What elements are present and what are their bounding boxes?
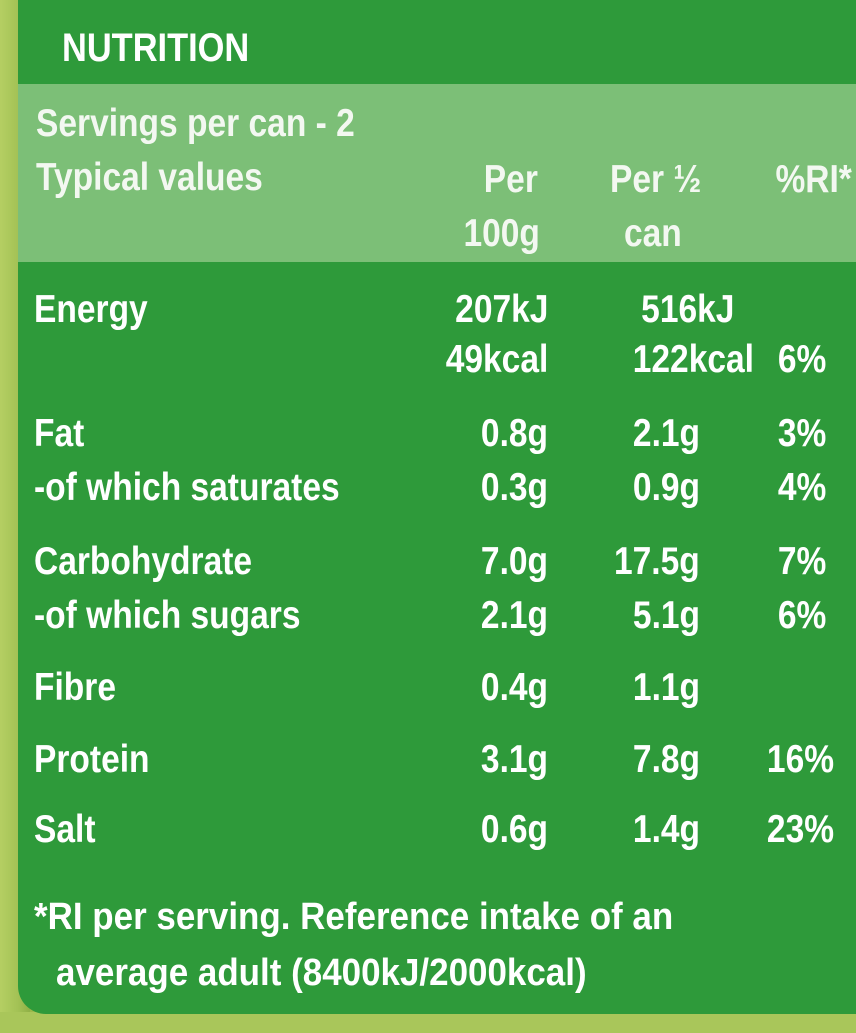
row-fat-per100: 0.8g <box>480 412 548 455</box>
panel-title: NUTRITION <box>62 26 250 70</box>
row-energy-perhalf-kcal: 122kcal <box>632 338 754 381</box>
row-fat-perhalf: 2.1g <box>632 412 700 455</box>
row-fat-label: Fat <box>34 412 85 455</box>
header-band: Servings per can - 2 Typical values Per … <box>18 84 856 262</box>
row-energy-ri: 6% <box>777 338 826 381</box>
row-energy-perhalf-kj: 516kJ <box>640 288 734 331</box>
row-fibre-perhalf: 1.1g <box>632 666 700 709</box>
row-carbohydrate-ri: 7% <box>777 540 826 583</box>
row-saturates-label: -of which saturates <box>34 466 340 509</box>
row-protein-ri: 16% <box>766 738 834 781</box>
row-sugars-label: -of which sugars <box>34 594 301 637</box>
row-carbohydrate-perhalf: 17.5g <box>614 540 700 583</box>
row-protein-per100: 3.1g <box>480 738 548 781</box>
row-carbohydrate-per100: 7.0g <box>480 540 548 583</box>
row-saturates-perhalf: 0.9g <box>632 466 700 509</box>
col-per100-line2: 100g <box>463 212 540 255</box>
row-sugars-per100: 2.1g <box>480 594 548 637</box>
row-energy-label: Energy <box>34 288 148 331</box>
col-typical-values: Typical values <box>36 156 263 199</box>
row-sugars-ri: 6% <box>777 594 826 637</box>
row-salt-per100: 0.6g <box>480 808 548 851</box>
row-fat-ri: 3% <box>777 412 826 455</box>
col-perhalf-line1: Per ½ <box>610 158 702 201</box>
footnote-line-2: average adult (8400kJ/2000kcal) <box>56 952 587 994</box>
col-perhalf-line2: can <box>624 212 682 255</box>
row-fibre-label: Fibre <box>34 666 117 709</box>
row-energy-per100-kcal: 49kcal <box>445 338 548 381</box>
row-fibre-per100: 0.4g <box>480 666 548 709</box>
row-energy-per100-kj: 207kJ <box>454 288 548 331</box>
nutrition-panel: NUTRITION Servings per can - 2 Typical v… <box>18 0 856 1014</box>
row-protein-perhalf: 7.8g <box>632 738 700 781</box>
footnote-line-1: *RI per serving. Reference intake of an <box>34 896 674 938</box>
row-saturates-ri: 4% <box>777 466 826 509</box>
col-ri: %RI* <box>775 158 852 201</box>
package-edge-bottom <box>0 1012 856 1033</box>
servings-per-can: Servings per can - 2 <box>36 102 355 145</box>
row-carbohydrate-label: Carbohydrate <box>34 540 253 583</box>
row-sugars-perhalf: 5.1g <box>632 594 700 637</box>
row-saturates-per100: 0.3g <box>480 466 548 509</box>
row-salt-ri: 23% <box>766 808 834 851</box>
row-salt-perhalf: 1.4g <box>632 808 700 851</box>
row-salt-label: Salt <box>34 808 96 851</box>
row-protein-label: Protein <box>34 738 150 781</box>
col-per100-line1: Per <box>483 158 538 201</box>
